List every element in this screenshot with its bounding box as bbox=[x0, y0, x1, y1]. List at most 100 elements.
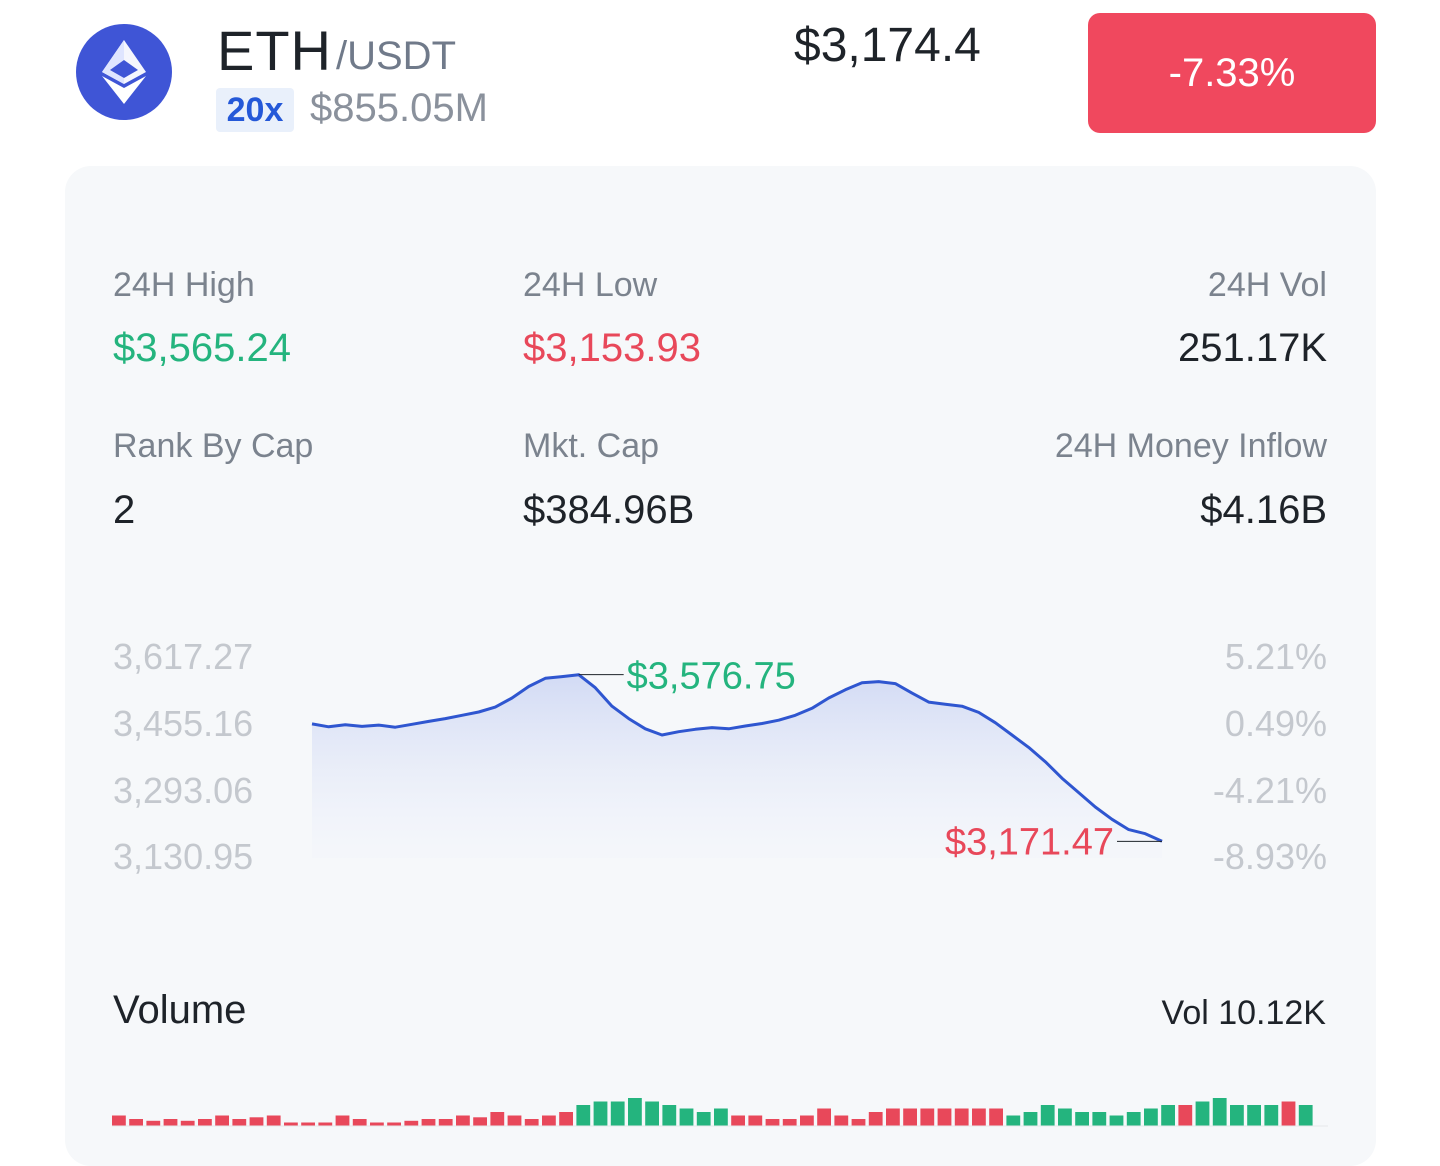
volume-bar bbox=[421, 1119, 436, 1126]
volume-bar bbox=[868, 1112, 883, 1126]
volume-value: 251.17K bbox=[1177, 326, 1327, 370]
volume-bar bbox=[782, 1119, 797, 1126]
y-left-tick: 3,130.95 bbox=[113, 836, 254, 877]
volume-bar bbox=[1126, 1112, 1141, 1126]
volume-bar bbox=[696, 1112, 711, 1126]
volume-bar bbox=[903, 1108, 917, 1126]
volume-bar bbox=[370, 1122, 384, 1126]
volume-bar bbox=[438, 1119, 453, 1126]
pair-symbol: ETH bbox=[217, 19, 332, 82]
volume-bar bbox=[920, 1108, 935, 1126]
volume-bar bbox=[662, 1105, 677, 1126]
max-price-annotation: $3,576.75 bbox=[627, 656, 796, 698]
volume-bar bbox=[266, 1115, 281, 1126]
volume-bar bbox=[335, 1115, 350, 1126]
volume-bar bbox=[215, 1115, 229, 1126]
y-left-tick: 3,293.06 bbox=[113, 770, 254, 811]
volume-bar bbox=[765, 1119, 780, 1126]
volume-bar bbox=[1058, 1108, 1072, 1126]
inflow-value: $4.16B bbox=[1200, 488, 1327, 532]
high-value: $3,565.24 bbox=[113, 326, 291, 370]
rank-label: Rank By Cap bbox=[113, 427, 314, 465]
price-line bbox=[311, 673, 1163, 843]
volume-bar bbox=[800, 1115, 814, 1126]
market-cap-value: $384.96B bbox=[523, 488, 695, 532]
y-right-tick: 5.21% bbox=[1224, 636, 1327, 677]
volume-bar bbox=[1264, 1105, 1279, 1126]
volume-bar bbox=[1075, 1112, 1089, 1126]
volume-bar bbox=[731, 1115, 745, 1126]
volume-bar bbox=[524, 1119, 539, 1126]
volume-bar bbox=[352, 1119, 367, 1126]
high-label: 24H High bbox=[113, 266, 255, 304]
y-right-tick: -8.93% bbox=[1212, 836, 1327, 877]
volume-bar bbox=[1195, 1101, 1210, 1126]
volume-bar bbox=[112, 1115, 126, 1126]
volume-bar bbox=[559, 1112, 573, 1126]
volume-bar bbox=[232, 1119, 247, 1126]
price-change-button[interactable]: -7.33% bbox=[1088, 13, 1376, 133]
volume-bar bbox=[1298, 1105, 1313, 1126]
market-card bbox=[65, 166, 1376, 1166]
y-right-tick: 0.49% bbox=[1224, 703, 1327, 744]
volume-bar bbox=[180, 1120, 195, 1127]
volume-bar bbox=[1212, 1098, 1227, 1126]
volume-bar bbox=[817, 1108, 831, 1126]
volume-bar bbox=[1230, 1105, 1244, 1126]
volume-bar bbox=[1247, 1105, 1261, 1126]
inflow-label: 24H Money Inflow bbox=[1054, 427, 1327, 465]
low-label: 24H Low bbox=[523, 266, 658, 304]
volume-bar bbox=[714, 1108, 728, 1126]
volume-bar bbox=[129, 1119, 143, 1126]
ticker-header: ETH /USDT 20x $855.05M $3,174.4 -7.33% bbox=[0, 0, 1440, 150]
pair-quote: /USDT bbox=[336, 34, 456, 78]
volume-bar bbox=[645, 1101, 659, 1126]
turnover-value: $855.05M bbox=[310, 86, 488, 130]
volume-bar bbox=[1006, 1115, 1021, 1126]
volume-bar bbox=[628, 1098, 642, 1126]
volume-bar bbox=[404, 1120, 419, 1127]
volume-bar bbox=[1040, 1105, 1055, 1126]
volume-bar bbox=[284, 1122, 298, 1126]
volume-bar bbox=[1092, 1112, 1107, 1126]
volume-bar bbox=[473, 1117, 487, 1127]
volume-bar bbox=[989, 1108, 1003, 1126]
low-value: $3,153.93 bbox=[523, 326, 701, 370]
volume-total: Vol 10.12K bbox=[1161, 994, 1326, 1032]
volume-bar bbox=[542, 1115, 556, 1126]
y-left-tick: 3,455.16 bbox=[113, 703, 254, 744]
volume-bar bbox=[1023, 1112, 1038, 1126]
volume-label: 24H Vol bbox=[1207, 266, 1327, 304]
ethereum-icon bbox=[76, 24, 172, 120]
rank-value: 2 bbox=[113, 488, 136, 532]
volume-bar bbox=[937, 1108, 952, 1126]
volume-bar bbox=[1161, 1105, 1175, 1126]
volume-bar bbox=[1144, 1108, 1158, 1126]
volume-bar bbox=[748, 1115, 763, 1126]
volume-bar bbox=[1109, 1115, 1124, 1126]
volume-bar bbox=[146, 1120, 161, 1127]
volume-bar bbox=[851, 1119, 866, 1126]
leverage-badge: 20x bbox=[216, 88, 294, 132]
price-area bbox=[312, 674, 1162, 858]
volume-bar bbox=[456, 1115, 470, 1126]
volume-bar bbox=[490, 1112, 505, 1126]
market-cap-label: Mkt. Cap bbox=[523, 427, 660, 465]
volume-bar bbox=[198, 1119, 212, 1126]
volume-bar bbox=[679, 1108, 694, 1126]
last-price: $3,174.4 bbox=[794, 19, 981, 72]
volume-bar bbox=[1178, 1105, 1193, 1126]
volume-title: Volume bbox=[113, 988, 247, 1032]
min-price-annotation: $3,171.47 bbox=[945, 821, 1114, 863]
volume-bar bbox=[886, 1108, 900, 1126]
volume-bar bbox=[834, 1115, 849, 1126]
volume-bar bbox=[954, 1108, 969, 1126]
volume-bar bbox=[301, 1122, 315, 1126]
volume-bar bbox=[972, 1108, 986, 1126]
volume-bar bbox=[318, 1122, 333, 1126]
y-right-tick: -4.21% bbox=[1212, 770, 1327, 811]
volume-bar bbox=[387, 1122, 401, 1126]
volume-bar bbox=[593, 1101, 608, 1126]
volume-bar bbox=[163, 1119, 178, 1126]
